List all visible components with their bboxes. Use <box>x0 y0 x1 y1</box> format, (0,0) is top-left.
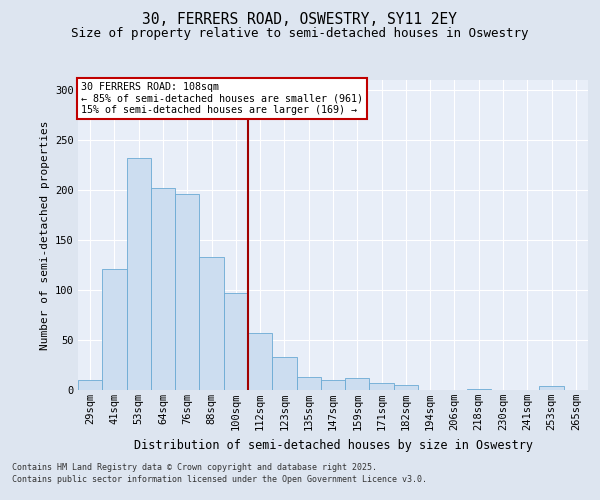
Text: 30, FERRERS ROAD, OSWESTRY, SY11 2EY: 30, FERRERS ROAD, OSWESTRY, SY11 2EY <box>143 12 458 28</box>
Text: Size of property relative to semi-detached houses in Oswestry: Size of property relative to semi-detach… <box>71 28 529 40</box>
Bar <box>539 386 564 390</box>
Bar <box>78 380 102 390</box>
Bar <box>175 194 199 390</box>
Y-axis label: Number of semi-detached properties: Number of semi-detached properties <box>40 120 50 350</box>
Bar <box>199 257 224 390</box>
Bar <box>102 269 127 390</box>
Bar <box>321 380 345 390</box>
Text: Contains public sector information licensed under the Open Government Licence v3: Contains public sector information licen… <box>12 475 427 484</box>
Bar <box>272 357 296 390</box>
Bar <box>394 385 418 390</box>
Bar <box>345 378 370 390</box>
Bar <box>296 377 321 390</box>
Text: 30 FERRERS ROAD: 108sqm
← 85% of semi-detached houses are smaller (961)
15% of s: 30 FERRERS ROAD: 108sqm ← 85% of semi-de… <box>80 82 362 115</box>
Bar <box>370 383 394 390</box>
X-axis label: Distribution of semi-detached houses by size in Oswestry: Distribution of semi-detached houses by … <box>133 438 533 452</box>
Bar <box>467 389 491 390</box>
Bar <box>151 188 175 390</box>
Bar <box>248 333 272 390</box>
Bar <box>224 293 248 390</box>
Bar <box>127 158 151 390</box>
Text: Contains HM Land Registry data © Crown copyright and database right 2025.: Contains HM Land Registry data © Crown c… <box>12 464 377 472</box>
